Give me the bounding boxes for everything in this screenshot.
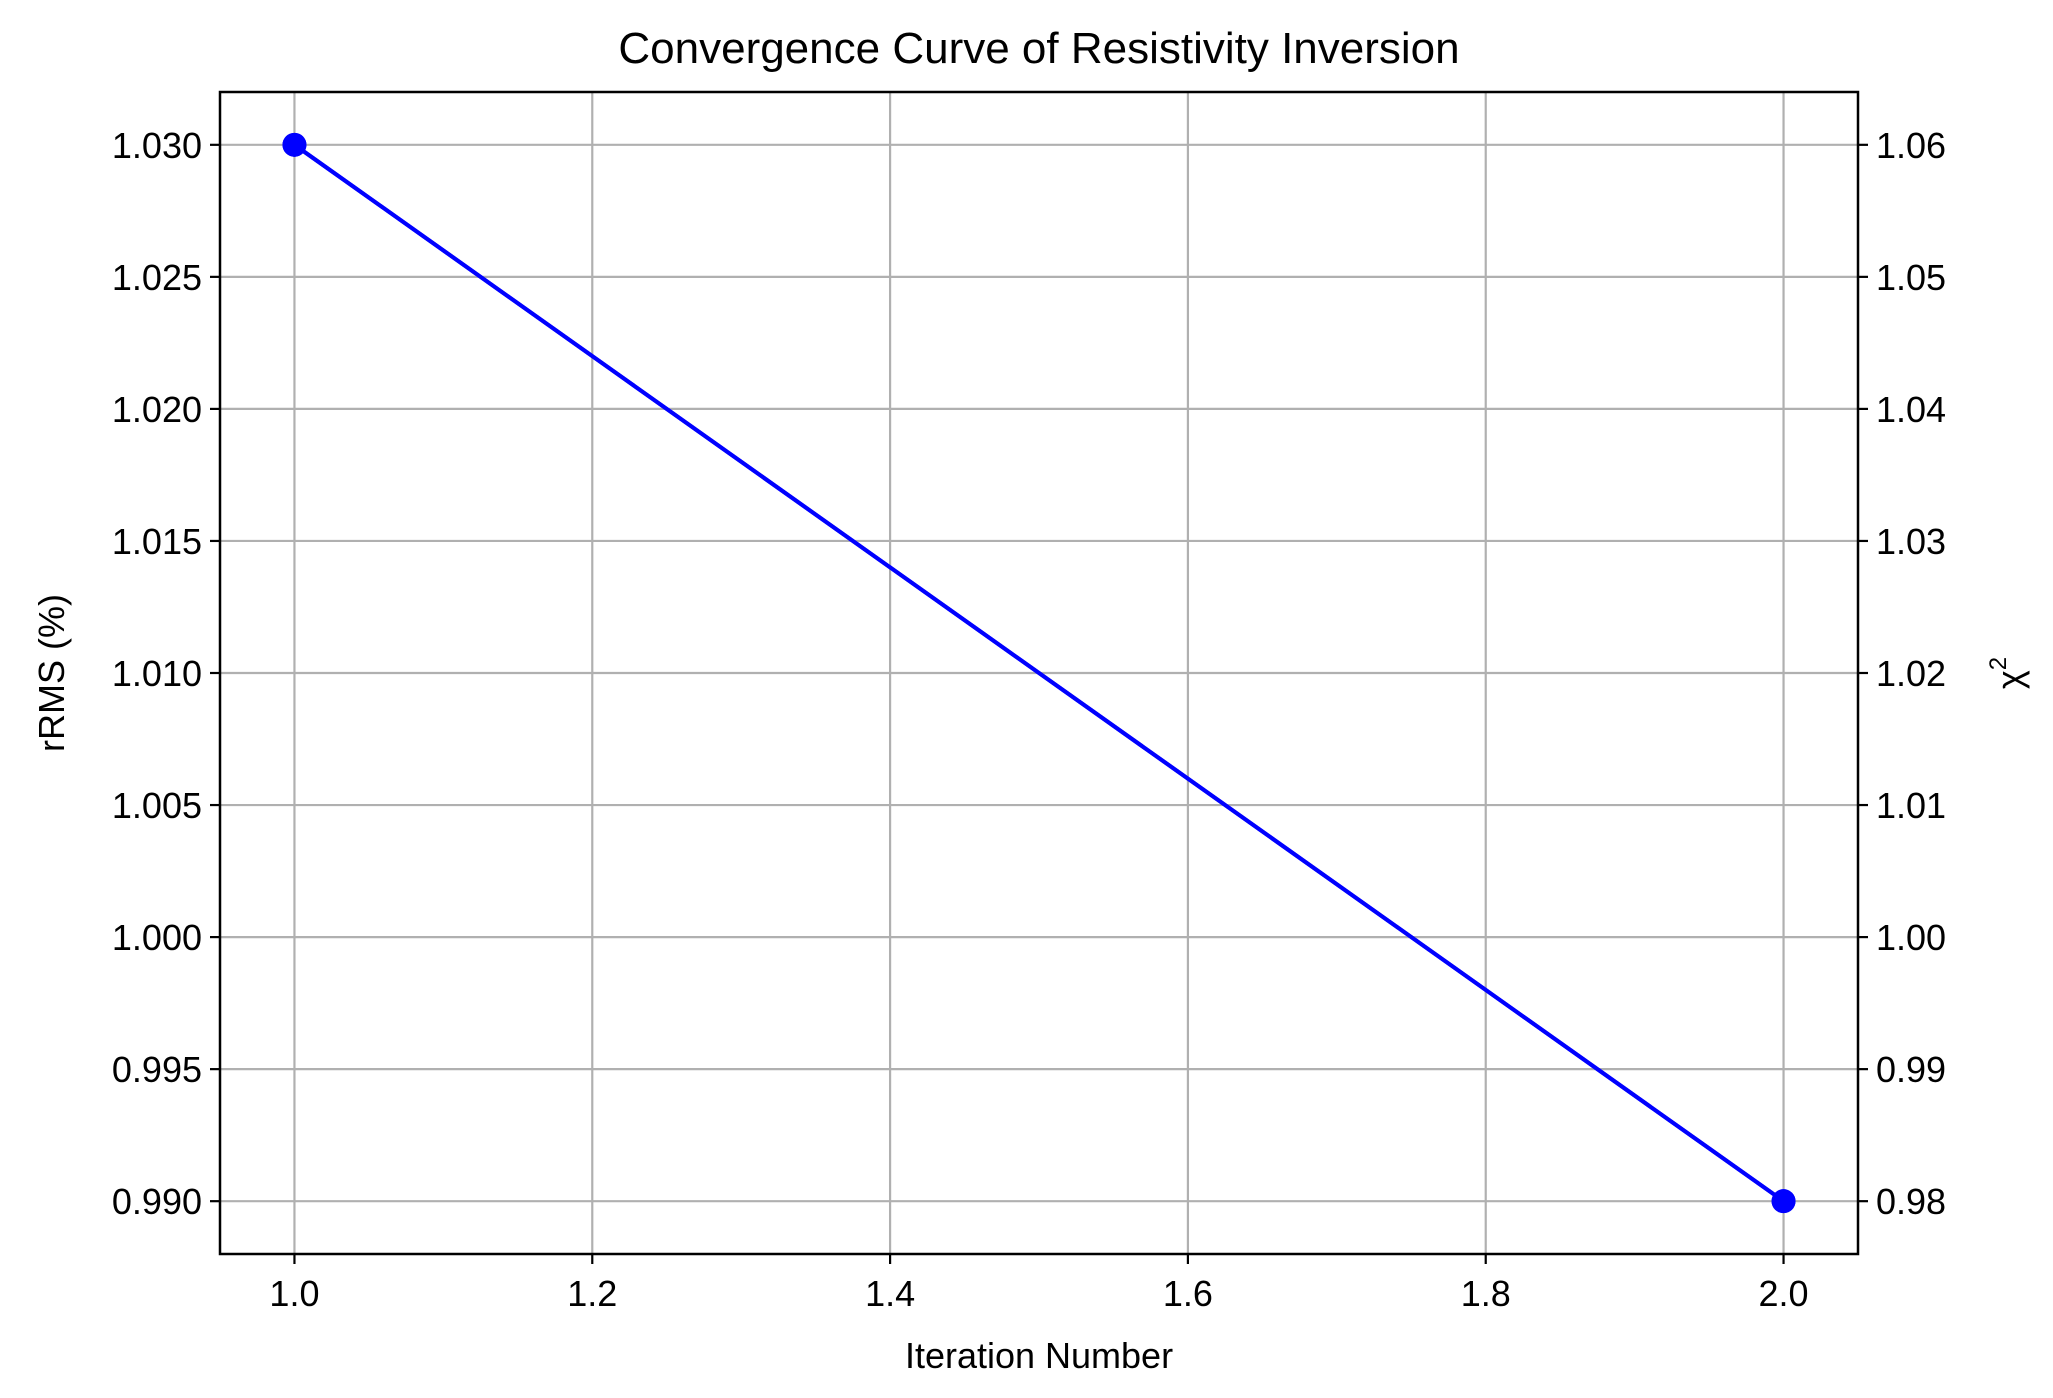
y2-tick-label: 1.06 (1876, 125, 1946, 166)
y-tick-label: 1.000 (112, 917, 202, 958)
y-tick-label: 0.990 (112, 1181, 202, 1222)
y2-tick-label: 0.99 (1876, 1049, 1946, 1090)
x-axis-label: Iteration Number (905, 1335, 1173, 1376)
y2-tick-label: 1.03 (1876, 521, 1946, 562)
y-axis-label: rRMS (%) (31, 594, 72, 752)
y2-tick-label: 1.02 (1876, 653, 1946, 694)
series-line-2 (293, 143, 1785, 1203)
y2-axis-ticks: 0.98 0.99 1.00 1.01 1.02 1.03 1.04 1.05 1.06 (1858, 125, 1946, 1222)
y2-tick-label: 0.98 (1876, 1181, 1946, 1222)
series-layer (282, 132, 1796, 1214)
y-tick-label: 1.005 (112, 785, 202, 826)
x-tick-label: 1.4 (865, 1273, 915, 1314)
x-tick-label: 1.0 (269, 1273, 319, 1314)
y-tick-label: 1.025 (112, 257, 202, 298)
x-tick-label: 2.0 (1759, 1273, 1809, 1314)
x-axis-ticks: 1.0 1.2 1.4 1.6 1.8 2.0 (269, 1254, 1809, 1314)
x-tick-label: 1.6 (1163, 1273, 1213, 1314)
y2-axis-label: χ2 (1985, 657, 2030, 689)
y-axis-ticks: 0.990 0.995 1.000 1.005 1.010 1.015 1.020 1.025… (112, 125, 220, 1222)
grid (220, 92, 1858, 1254)
y2-axis-label-sup: 2 (1985, 657, 2012, 670)
y-tick-label: 1.010 (112, 653, 202, 694)
x-tick-label: 1.2 (567, 1273, 617, 1314)
x-tick-label: 1.8 (1461, 1273, 1511, 1314)
y2-axis-label-base: χ (1989, 670, 2030, 689)
y2-tick-label: 1.01 (1876, 785, 1946, 826)
y2-tick-label: 1.04 (1876, 389, 1946, 430)
y-tick-label: 1.020 (112, 389, 202, 430)
y-tick-label: 1.030 (112, 125, 202, 166)
y2-tick-label: 1.05 (1876, 257, 1946, 298)
chart-title: Convergence Curve of Resistivity Inversi… (618, 24, 1459, 73)
y-tick-label: 0.995 (112, 1049, 202, 1090)
y-tick-label: 1.015 (112, 521, 202, 562)
series-point-2 (1771, 1189, 1796, 1214)
y2-tick-label: 1.00 (1876, 917, 1946, 958)
series-point-2 (282, 132, 307, 157)
